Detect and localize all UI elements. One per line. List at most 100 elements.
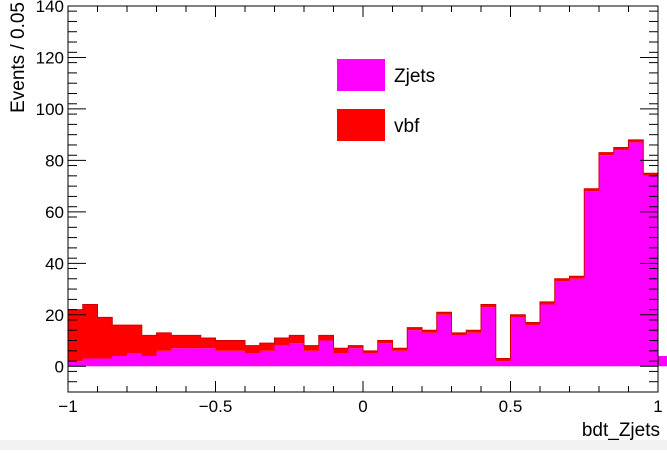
bar-zjets <box>451 335 467 367</box>
bar-zjets <box>259 350 275 367</box>
bar-vbf <box>274 337 290 346</box>
bar-vbf <box>510 314 526 318</box>
y-tick-label: 0 <box>55 357 64 376</box>
bar-vbf <box>289 335 305 344</box>
bar-zjets <box>392 350 408 367</box>
legend-label: Zjets <box>394 66 435 87</box>
bar-zjets <box>525 325 541 367</box>
bar-vbf <box>304 345 320 351</box>
x-tick-label: 1 <box>653 397 662 416</box>
legend-swatch <box>337 59 385 91</box>
bar-zjets <box>407 330 423 367</box>
bar-zjets <box>363 353 379 367</box>
bar-zjets <box>599 155 615 367</box>
bar-zjets <box>436 314 452 367</box>
bars-layer <box>68 139 667 367</box>
bar-zjets <box>466 332 482 367</box>
x-tick-label: −0.5 <box>199 397 233 416</box>
bar-vbf <box>318 335 334 341</box>
bar-vbf <box>466 330 482 333</box>
y-tick-label: 140 <box>36 0 64 16</box>
bar-vbf <box>200 337 216 349</box>
bar-zjets <box>171 348 187 367</box>
y-tick-label: 60 <box>45 203 64 222</box>
bar-vbf <box>422 330 438 333</box>
legend-label: vbf <box>394 116 420 137</box>
bar-vbf <box>348 345 364 349</box>
bar-vbf <box>141 335 157 356</box>
y-tick-label: 80 <box>45 151 64 170</box>
bar-zjets <box>377 343 393 367</box>
bar-vbf <box>481 304 497 308</box>
y-tick-label: 100 <box>36 100 64 119</box>
bar-zjets <box>215 350 231 367</box>
x-tick-label: 0 <box>358 397 367 416</box>
y-tick-label: 40 <box>45 254 64 273</box>
bar-zjets <box>643 175 659 367</box>
bar-vbf <box>259 343 275 351</box>
bar-vbf <box>186 335 202 349</box>
bar-vbf <box>540 301 556 305</box>
bar-zjets <box>200 348 216 367</box>
bar-zjets <box>289 343 305 367</box>
bar-vbf <box>436 312 452 315</box>
bar-zjets <box>584 191 600 367</box>
bar-zjets <box>230 350 246 367</box>
bar-zjets <box>333 353 349 367</box>
bar-zjets <box>186 348 202 367</box>
bar-zjets <box>245 353 261 367</box>
bar-vbf <box>97 317 113 359</box>
bar-zjets <box>304 350 320 367</box>
bar-vbf <box>628 139 644 143</box>
bar-vbf <box>599 152 615 156</box>
x-axis-title: bdt_Zjets <box>582 420 660 441</box>
bar-vbf <box>215 340 231 351</box>
x-tick-label: −1 <box>58 397 77 416</box>
bar-vbf <box>333 348 349 354</box>
bar-vbf <box>569 276 585 279</box>
bar-zjets <box>422 332 438 367</box>
bar-vbf <box>363 350 379 354</box>
bar-zjets <box>82 358 98 367</box>
bar-vbf <box>171 335 187 349</box>
bar-zjets <box>97 358 113 367</box>
legend: Zjets vbf <box>337 59 435 141</box>
bar-vbf <box>377 340 393 344</box>
stack-outline <box>68 139 658 360</box>
bar-vbf <box>451 332 467 336</box>
bar-vbf <box>407 327 423 331</box>
bar-vbf <box>495 358 511 362</box>
x-tick-label: 0.5 <box>499 397 523 416</box>
bar-zjets <box>127 353 143 367</box>
bar-zjets <box>112 355 128 367</box>
bar-zjets <box>274 345 290 367</box>
bar-vbf <box>584 188 600 192</box>
y-axis-title: Events / 0.05 <box>8 2 29 113</box>
bar-zjets <box>318 340 334 367</box>
bar-zjets <box>348 348 364 367</box>
y-tick-label: 120 <box>36 48 64 67</box>
bar-zjets <box>68 361 84 367</box>
bar-zjets <box>141 355 157 367</box>
bar-vbf <box>613 147 629 151</box>
bar-zjets <box>156 350 172 367</box>
legend-swatch <box>337 109 385 141</box>
bar-vbf <box>392 348 408 351</box>
bar-zjets <box>569 278 585 367</box>
bar-zjets <box>495 361 511 367</box>
bar-zjets <box>554 281 570 367</box>
bar-vbf <box>245 345 261 354</box>
bar-zjets <box>628 142 644 367</box>
bar-vbf <box>127 325 143 354</box>
bar-vbf <box>554 278 570 282</box>
bar-vbf <box>82 304 98 359</box>
bar-zjets <box>613 150 629 367</box>
bar-vbf <box>230 340 246 351</box>
bar-zjets <box>540 304 556 367</box>
bar-vbf <box>525 322 541 326</box>
bottom-strip <box>0 440 667 450</box>
bar-zjets <box>481 307 497 367</box>
bar-zjets-overflow <box>658 355 667 367</box>
